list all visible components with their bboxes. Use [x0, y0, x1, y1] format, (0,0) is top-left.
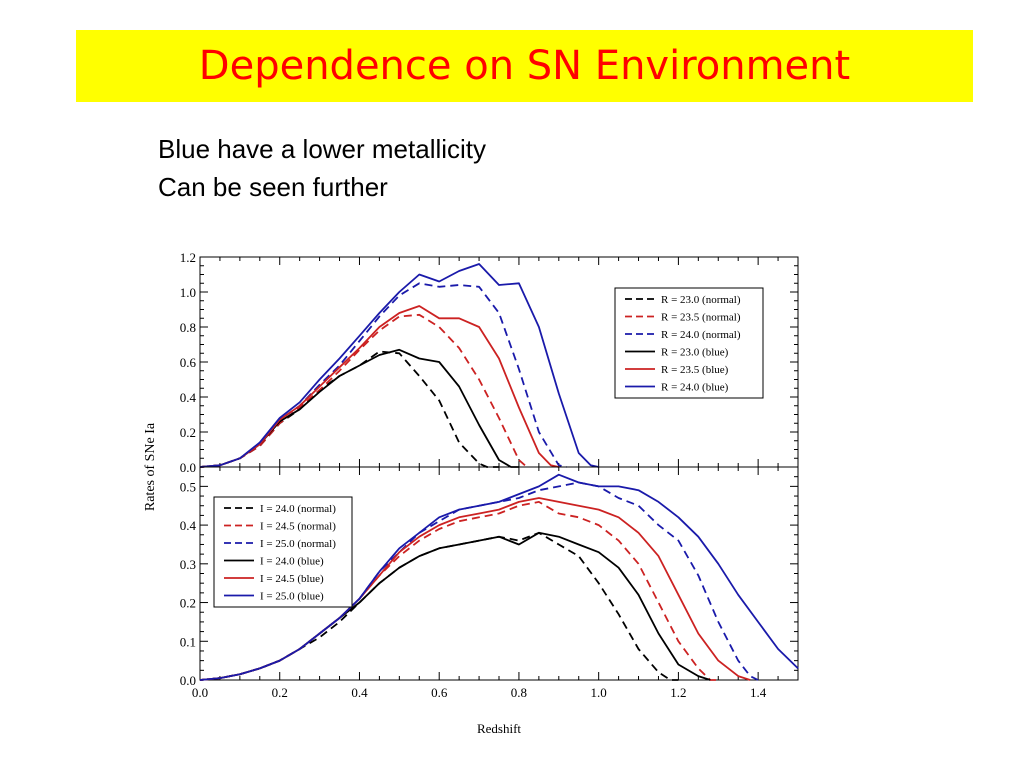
y-tick-label: 0.0: [180, 460, 196, 475]
legend-label: I = 24.0 (blue): [260, 556, 324, 568]
slide-title: Dependence on SN Environment: [198, 43, 851, 89]
bullet-item: Blue have a lower metallicity: [158, 134, 487, 164]
series-line: [199, 313, 528, 468]
series-line: [199, 350, 499, 468]
legend-box: [614, 287, 764, 399]
y-tick-label: 0.8: [180, 320, 196, 335]
x-tick-label: 0.2: [272, 685, 288, 700]
y-tick-label: 0.1: [180, 634, 196, 649]
legend-label: R = 24.0 (blue): [661, 382, 729, 394]
series-line: [199, 481, 759, 681]
x-tick-label: 0.4: [351, 685, 368, 700]
y-axis-label: Rates of SNe Ia: [143, 422, 158, 511]
series-line: [199, 282, 567, 468]
y-tick-label: 0.3: [180, 557, 196, 572]
legend-label: R = 23.0 (blue): [661, 347, 729, 359]
x-axis-label: Redshift: [477, 721, 521, 736]
y-tick-label: 0.6: [180, 355, 197, 370]
legend-label: R = 23.5 (normal): [661, 312, 741, 324]
x-tick-label: 0.6: [431, 685, 448, 700]
y-tick-label: 0.5: [180, 479, 196, 494]
legend-label: R = 24.0 (normal): [661, 329, 741, 341]
legend-label: I = 24.0 (normal): [260, 503, 336, 515]
x-tick-label: 1.2: [670, 685, 686, 700]
y-tick-label: 0.4: [180, 390, 197, 405]
title-banner: Dependence on SN Environment: [76, 30, 973, 102]
y-tick-label: 0.2: [180, 596, 196, 611]
x-tick-label: 0.0: [192, 685, 208, 700]
series-line: [199, 473, 799, 681]
legend-label: R = 23.0 (normal): [661, 294, 741, 306]
y-tick-label: 0.4: [180, 518, 197, 533]
y-tick-label: 1.0: [180, 285, 196, 300]
series-line: [199, 348, 519, 468]
legend-label: I = 24.5 (normal): [260, 521, 336, 533]
bullet-list: Blue have a lower metallicity Can be see…: [158, 130, 486, 206]
bullet-item: Can be seen further: [158, 172, 388, 202]
x-tick-label: 0.8: [511, 685, 527, 700]
legend-label: I = 24.5 (blue): [260, 573, 324, 585]
legend-label: I = 25.0 (blue): [260, 591, 324, 603]
legend-label: I = 25.0 (normal): [260, 538, 336, 550]
y-tick-label: 0.0: [180, 673, 196, 688]
series-line: [199, 263, 599, 468]
y-tick-label: 0.2: [180, 425, 196, 440]
series-line: [199, 305, 559, 468]
x-tick-label: 1.4: [750, 685, 767, 700]
legend-box: [213, 496, 353, 608]
y-tick-label: 1.2: [180, 250, 196, 265]
legend-label: R = 23.5 (blue): [661, 364, 729, 376]
x-tick-label: 1.0: [591, 685, 607, 700]
